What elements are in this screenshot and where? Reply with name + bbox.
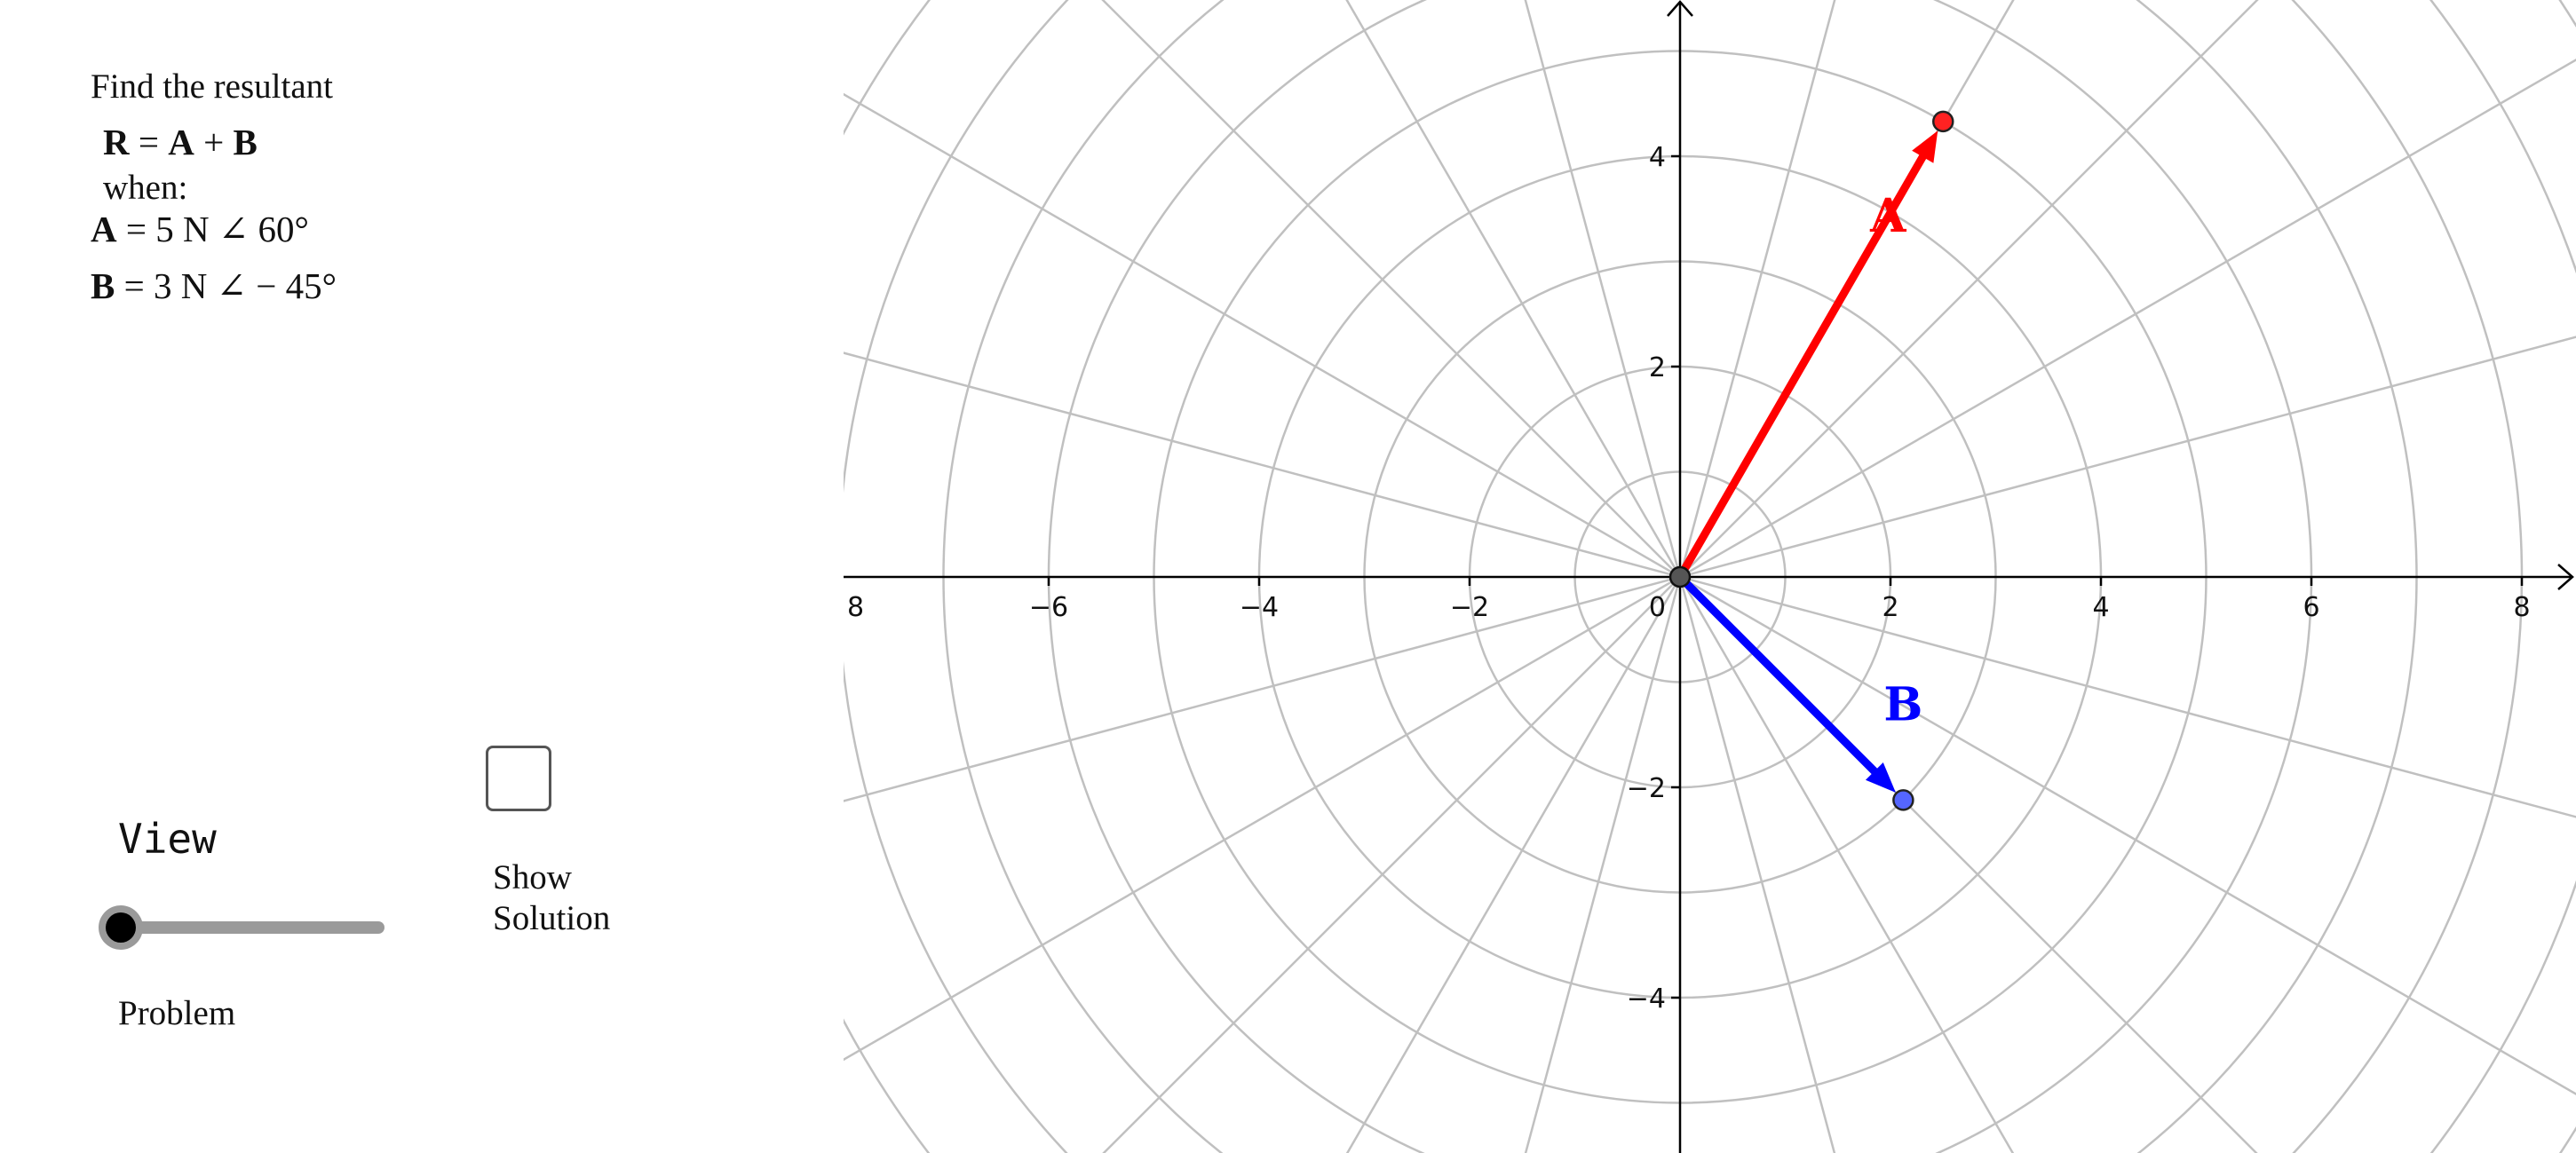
vector-b-endpoint[interactable] bbox=[1892, 789, 1914, 811]
eq-a: A bbox=[168, 122, 194, 162]
view-slider-track[interactable] bbox=[118, 921, 384, 934]
vector-b-arrowhead-icon bbox=[1865, 762, 1896, 793]
when-text: when: bbox=[103, 169, 188, 207]
x-tick-label: 4 bbox=[2092, 592, 2109, 623]
x-tick-label: 8 bbox=[847, 592, 864, 623]
x-tick-label: −6 bbox=[1029, 592, 1068, 623]
vector-a-endpoint[interactable] bbox=[1932, 110, 1954, 133]
x-tick-label: −4 bbox=[1240, 592, 1279, 623]
vector-a-definition: A = 5 N ∠ 60° bbox=[91, 211, 309, 248]
view-slider-label: View bbox=[118, 815, 217, 863]
vector-a-name: A bbox=[91, 209, 117, 249]
resultant-equation: R = A + B bbox=[103, 124, 258, 161]
show-solution-label-line2: Solution bbox=[493, 899, 611, 937]
x-axis-arrow-icon bbox=[2557, 564, 2574, 590]
vector-a-shaft[interactable] bbox=[1676, 149, 1929, 581]
x-tick-label: −2 bbox=[1450, 592, 1489, 623]
show-solution-checkbox[interactable] bbox=[486, 746, 551, 811]
origin-point[interactable] bbox=[1668, 565, 1692, 588]
problem-intro: Find the resultant bbox=[91, 67, 333, 106]
x-tick-label: 2 bbox=[1882, 592, 1898, 623]
vector-b-label: B bbox=[1883, 677, 1922, 731]
x-tick-label: 8 bbox=[2513, 592, 2530, 623]
axes bbox=[844, 0, 2574, 1153]
view-slider-value-label: Problem bbox=[118, 994, 236, 1032]
eq-plus: + bbox=[203, 122, 225, 162]
eq-b: B bbox=[233, 122, 258, 162]
vector-a-label: A bbox=[1869, 189, 1906, 243]
y-tick-label: 4 bbox=[1649, 142, 1666, 173]
x-tick-label: 0 bbox=[1649, 592, 1666, 623]
y-tick-label: −4 bbox=[1627, 983, 1666, 1015]
x-tick-label: 6 bbox=[2303, 592, 2319, 623]
vectors[interactable]: AB bbox=[1668, 110, 1954, 811]
view-slider-knob-center bbox=[106, 912, 136, 943]
eq-r: R bbox=[103, 122, 130, 162]
y-axis-arrow-icon bbox=[1667, 0, 1693, 17]
y-tick-label: −2 bbox=[1627, 773, 1666, 804]
view-slider-knob[interactable] bbox=[99, 905, 143, 950]
y-tick-label: 2 bbox=[1649, 352, 1666, 383]
vector-a-arrowhead-icon bbox=[1912, 130, 1938, 163]
eq-equals: = bbox=[138, 122, 159, 162]
show-solution-label-line1: Show bbox=[493, 858, 572, 896]
vector-a-value: = 5 N ∠ 60° bbox=[116, 209, 309, 249]
axis-ticks: 8 −6 −4 −2 0 2 4 6 8 4 2 −2 −4 bbox=[847, 142, 2531, 1015]
vector-b-value: = 3 N ∠ − 45° bbox=[115, 265, 337, 306]
vector-b-shaft[interactable] bbox=[1676, 573, 1882, 778]
polar-graph-canvas[interactable]: 8 −6 −4 −2 0 2 4 6 842−2−4 AB bbox=[844, 0, 2576, 1153]
vector-b-name: B bbox=[91, 265, 115, 306]
show-solution-label[interactable]: Show Solution bbox=[493, 857, 610, 939]
vector-b-definition: B = 3 N ∠ − 45° bbox=[91, 268, 337, 304]
